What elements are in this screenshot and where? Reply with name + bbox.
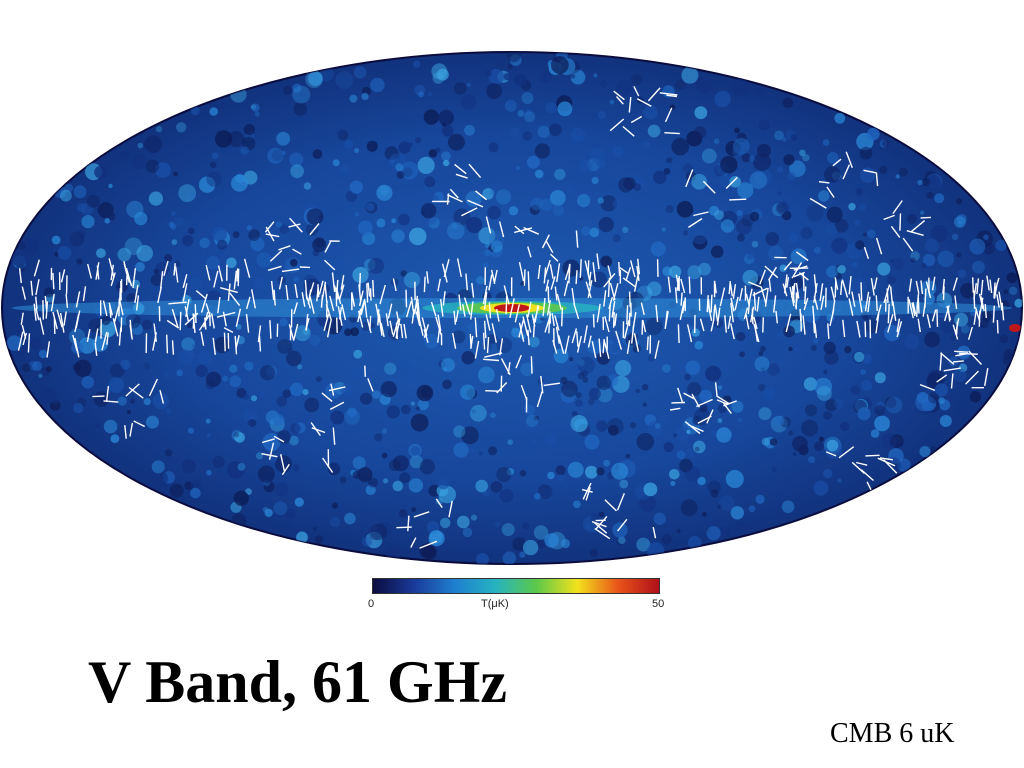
polarization-vectors — [17, 85, 1005, 549]
footnote: CMB 6 uK — [830, 718, 955, 749]
colorbar-unit-label: T(μK) — [481, 598, 509, 610]
slide-title: V Band, 61 GHz — [88, 649, 507, 715]
sky-map — [1, 51, 1023, 565]
colorbar-min-label: 0 — [368, 598, 375, 610]
colorbar — [372, 578, 660, 594]
noise-layer — [6, 52, 1022, 564]
colorbar-max-label: 50 — [652, 598, 665, 610]
